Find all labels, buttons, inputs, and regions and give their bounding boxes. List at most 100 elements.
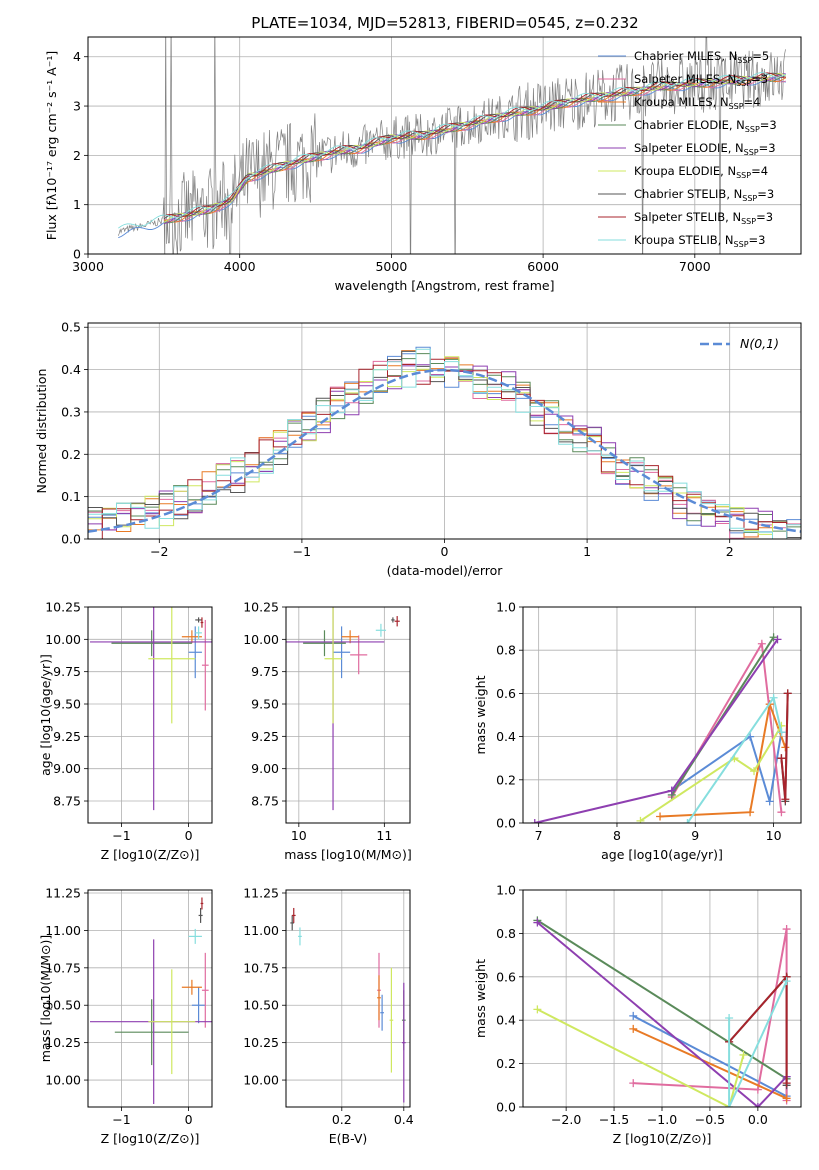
legend-label-kroupa-miles: Kroupa MILES, NSSP=4 <box>634 95 760 111</box>
y-tick-label: 9.25 <box>251 729 279 744</box>
point-kroupa-elodie <box>148 969 196 1075</box>
y-tick-label: 10.50 <box>45 998 81 1013</box>
y-tick-label: 11.00 <box>243 923 279 938</box>
x-tick-label: 3000 <box>72 259 104 274</box>
point-salpeter-stelib <box>394 616 400 627</box>
x-axis-label: wavelength [Angstrom, rest frame] <box>334 278 554 293</box>
x-axis-label: E(B-V) <box>329 1131 368 1146</box>
y-tick-label: 0.4 <box>61 362 81 377</box>
point-kroupa-miles <box>181 979 202 995</box>
series-marker <box>683 819 692 823</box>
y-axis-label: mass [log10(M/M⊙)] <box>38 935 53 1063</box>
x-tick-label: 9 <box>691 828 699 843</box>
y-tick-label: 10.25 <box>243 1035 279 1050</box>
y-tick-label: 0.8 <box>496 643 516 658</box>
y-tick-label: 0 <box>73 247 81 262</box>
axes-frame <box>285 606 411 824</box>
axes-frame <box>87 606 213 824</box>
point-kroupa-elodie <box>148 607 196 724</box>
axes-frame <box>87 889 213 1108</box>
series-marker <box>757 639 766 648</box>
series-marker <box>782 1094 791 1103</box>
series-marker <box>656 812 665 821</box>
x-tick-label: 2 <box>726 544 734 559</box>
series-line <box>639 725 783 822</box>
x-tick-label: −2 <box>150 544 168 559</box>
x-axis-label: age [log10(age/yr)] <box>601 847 723 862</box>
y-tick-label: 10.25 <box>45 1035 81 1050</box>
series-marker <box>773 635 782 644</box>
x-tick-label: 4000 <box>224 259 256 274</box>
x-tick-label: −2.0 <box>551 1112 581 1127</box>
mass_vs_EBV-panel: 0.2 0.4 10.00 10.25 10.50 10.75 11.00 11.25 E(B-… <box>243 885 414 1146</box>
mass_vs_Z-panel: −1 0 10.00 10.25 10.50 10.75 11.00 11.25 Z [log1… <box>38 885 213 1146</box>
x-axis-label: Z [log10(Z/Z⊙)] <box>613 1131 712 1146</box>
axes-frame <box>285 889 411 1108</box>
point-chabrier-miles <box>333 626 351 679</box>
x-tick-label: 0.4 <box>394 1112 414 1127</box>
x-tick-label: 0 <box>441 544 449 559</box>
spectrum-model-kroupa-stelib <box>118 72 787 229</box>
legend-label-salpeter-stelib: Salpeter STELIB, NSSP=3 <box>634 210 773 226</box>
point-kroupa-stelib <box>195 626 202 640</box>
y-tick-label: 10.00 <box>243 1073 279 1088</box>
legend-label-chabrier-miles: Chabrier MILES, NSSP=5 <box>634 49 769 65</box>
y-tick-label: 0.4 <box>496 729 516 744</box>
series-line <box>659 700 787 818</box>
y-axis-label: Normed distribution <box>34 369 49 494</box>
y-tick-label: 3 <box>73 99 81 114</box>
point-salpeter-miles <box>201 619 209 711</box>
y-tick-label: 9.75 <box>251 664 279 679</box>
series-marker <box>636 816 645 823</box>
series-marker <box>533 1005 542 1014</box>
y-tick-label: 10.00 <box>243 632 279 647</box>
y-tick-label: 9.00 <box>251 761 279 776</box>
series-marker <box>781 743 790 752</box>
y-tick-label: 4 <box>73 49 81 64</box>
y-tick-label: 10.00 <box>45 632 81 647</box>
y-tick-label: 8.75 <box>251 794 279 809</box>
residual-hist-salpeter-stelib <box>88 358 801 539</box>
point-chabrier-stelib <box>195 617 202 623</box>
point-salpeter-miles <box>350 635 368 675</box>
point-kroupa-miles <box>377 975 381 1021</box>
series-line <box>536 1008 745 1107</box>
y-tick-label: 0.0 <box>496 1100 516 1115</box>
series-marker <box>629 1024 638 1033</box>
x-tick-label: 6000 <box>527 259 559 274</box>
series-marker <box>782 1079 791 1088</box>
point-chabrier-miles <box>188 626 202 679</box>
legend-label-chabrier-elodie: Chabrier ELODIE, NSSP=3 <box>634 118 777 134</box>
series-marker <box>783 689 792 698</box>
series-marker <box>530 819 539 823</box>
axes-frame <box>522 889 802 1108</box>
x-tick-label: 1 <box>583 544 591 559</box>
series-marker <box>533 918 542 927</box>
point-salpeter-miles <box>201 952 209 1028</box>
x-axis-label: (data-model)/error <box>387 563 504 578</box>
y-tick-label: 9.25 <box>53 729 81 744</box>
series-line <box>632 1027 788 1100</box>
point-salpeter-elodie <box>90 607 212 811</box>
x-tick-label: −1 <box>293 544 311 559</box>
y-tick-label: 0.0 <box>496 816 516 831</box>
y-tick-label: 8.75 <box>53 794 81 809</box>
x-tick-label: −0.5 <box>695 1112 725 1127</box>
series-marker <box>746 808 755 817</box>
series-kroupa-elodie <box>636 721 786 823</box>
y-tick-label: 0.5 <box>61 320 81 335</box>
y-tick-label: 1.0 <box>496 600 516 615</box>
normal-curve <box>88 368 801 533</box>
spectrum-model-salpeter-stelib <box>163 72 786 218</box>
residuals-panel: −2 −1 0 1 2 0.0 0.1 0.2 0.3 0.4 0.5 (data-model)/er… <box>34 320 802 578</box>
series-marker <box>629 1079 638 1088</box>
x-tick-label: 7 <box>535 828 543 843</box>
axes-frame <box>87 36 802 255</box>
x-axis-label: Z [log10(Z/Z⊙)] <box>101 1131 200 1146</box>
point-kroupa-stelib <box>298 927 302 946</box>
series-marker <box>777 728 786 737</box>
y-tick-label: 0.0 <box>61 532 81 547</box>
y-tick-label: 1 <box>73 197 81 212</box>
y-tick-label: 0.2 <box>496 772 516 787</box>
